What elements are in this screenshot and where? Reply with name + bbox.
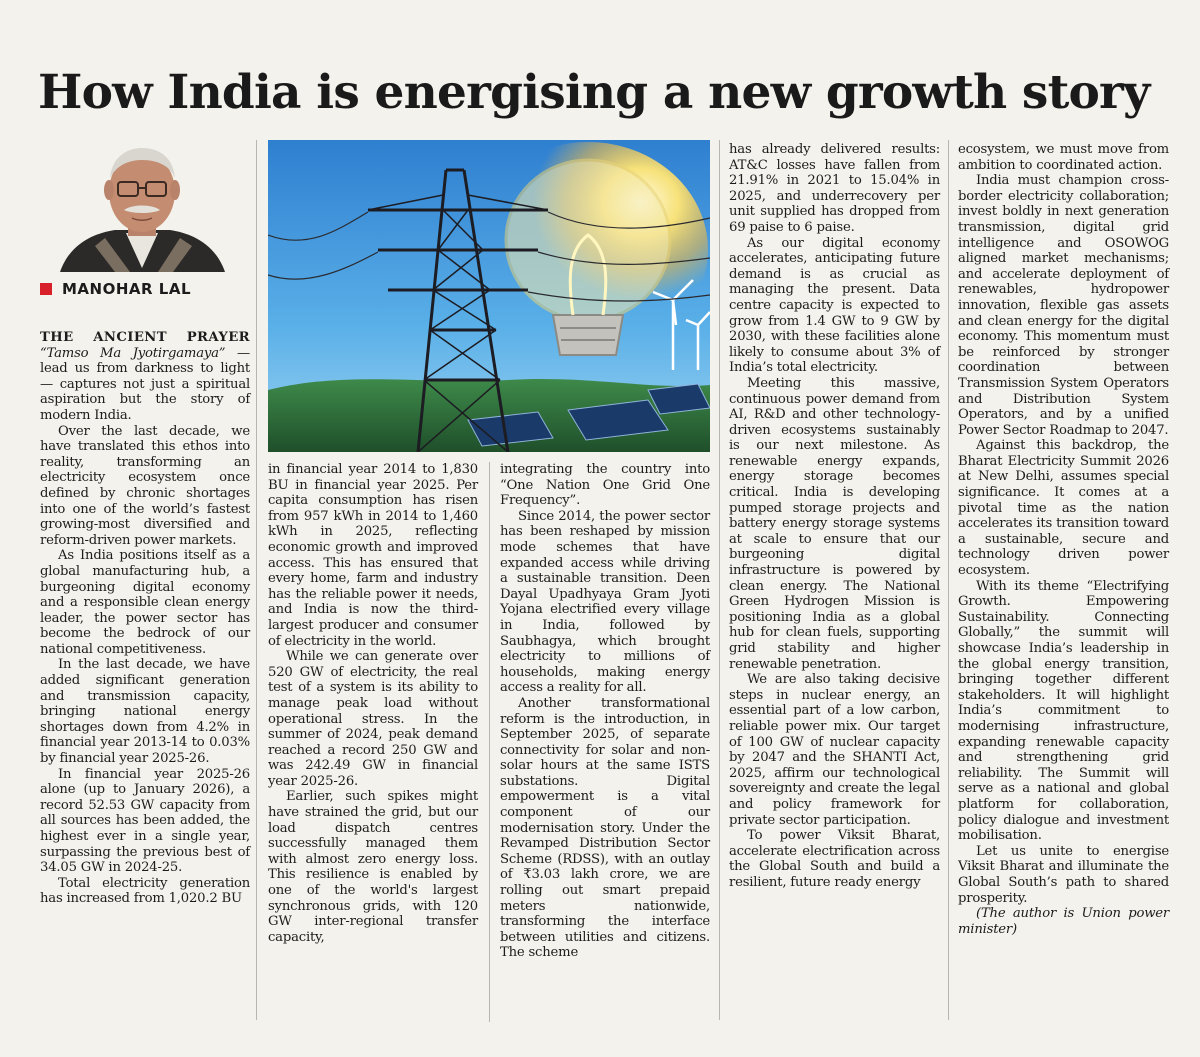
paragraph: has already delivered results: AT&C loss… bbox=[729, 142, 940, 235]
author-name: MANOHAR LAL bbox=[62, 280, 192, 298]
paragraph: We are also taking decisive steps in nuc… bbox=[729, 672, 940, 828]
paragraph: in financial year 2014 to 1,830 BU in fi… bbox=[268, 462, 478, 649]
paragraph: While we can generate over 520 GW of ele… bbox=[268, 649, 478, 789]
paragraph: Let us unite to energise Viksit Bharat a… bbox=[958, 843, 1169, 906]
article-column-2: in financial year 2014 to 1,830 BU in fi… bbox=[268, 462, 478, 945]
column-divider bbox=[489, 462, 490, 1022]
lead-quote: “Tamso Ma Jyotirgamaya” bbox=[40, 345, 226, 361]
paragraph: Meeting this massive, continuous power d… bbox=[729, 375, 940, 672]
column-divider bbox=[256, 140, 257, 1020]
hero-image bbox=[268, 140, 710, 452]
column-divider bbox=[719, 140, 720, 1020]
author-byline: MANOHAR LAL bbox=[40, 278, 244, 300]
article-column-3: integrating the country into “One Nation… bbox=[500, 462, 710, 961]
red-square-icon bbox=[40, 283, 52, 295]
paragraph: In financial year 2025-26 alone (up to J… bbox=[40, 766, 250, 876]
paragraph: As India positions itself as a global ma… bbox=[40, 548, 250, 657]
paragraph: Earlier, such spikes might have strained… bbox=[268, 789, 478, 945]
paragraph: As our digital economy accelerates, anti… bbox=[729, 235, 940, 376]
author-portrait bbox=[40, 138, 244, 272]
lead-paragraph: THE ANCIENT PRAYER “Tamso Ma Jyotirgamay… bbox=[40, 330, 250, 424]
paragraph: Another transformational reform is the i… bbox=[500, 695, 710, 961]
paragraph: Against this backdrop, the Bharat Electr… bbox=[958, 438, 1169, 579]
paragraph: integrating the country into “One Nation… bbox=[500, 462, 710, 509]
author-note: (The author is Union power minister) bbox=[958, 906, 1169, 937]
paragraph: ecosystem, we must move from ambition to… bbox=[958, 142, 1169, 173]
headline: How India is energising a new growth sto… bbox=[38, 65, 1150, 120]
lead-cap: THE ANCIENT PRAYER bbox=[40, 330, 250, 345]
paragraph: Since 2014, the power sector has been re… bbox=[500, 508, 710, 696]
article-column-1: THE ANCIENT PRAYER “Tamso Ma Jyotirgamay… bbox=[40, 330, 250, 907]
column-divider bbox=[948, 140, 949, 1020]
paragraph: Over the last decade, we have translated… bbox=[40, 423, 250, 548]
article-column-5: ecosystem, we must move from ambition to… bbox=[958, 142, 1169, 937]
paragraph: In the last decade, we have added signif… bbox=[40, 657, 250, 767]
article-column-4: has already delivered results: AT&C loss… bbox=[729, 142, 940, 891]
paragraph: To power Viksit Bharat, accelerate elect… bbox=[729, 828, 940, 890]
paragraph: Total electricity generation has increas… bbox=[40, 875, 250, 907]
lead-rest: — lead us from darkness to light — captu… bbox=[40, 345, 250, 423]
paragraph: India must champion cross-border electri… bbox=[958, 173, 1169, 438]
paragraph: With its theme “Electrifying Growth. Emp… bbox=[958, 578, 1169, 844]
